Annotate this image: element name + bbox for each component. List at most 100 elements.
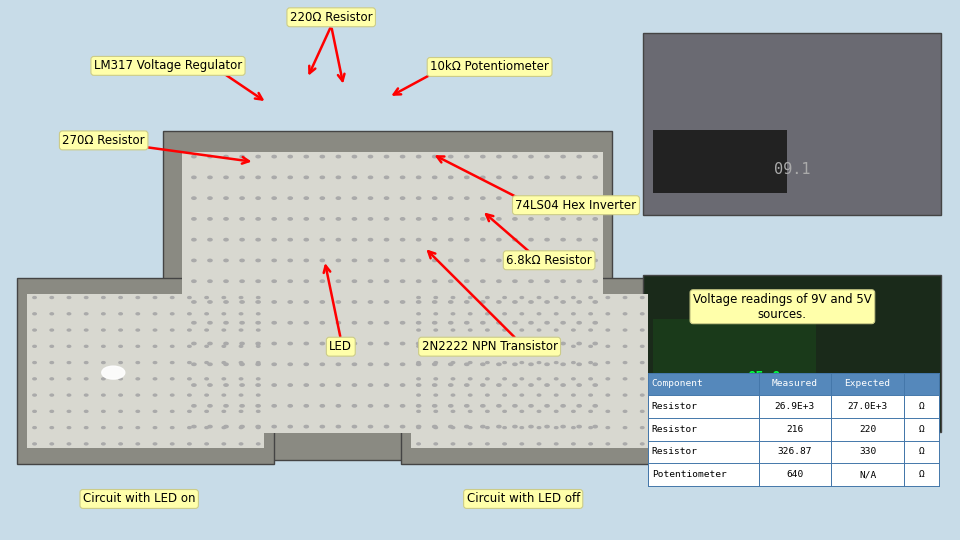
Circle shape — [593, 239, 597, 241]
Circle shape — [465, 301, 468, 303]
Circle shape — [67, 378, 71, 380]
Circle shape — [272, 218, 276, 220]
Circle shape — [192, 363, 196, 366]
Circle shape — [561, 342, 565, 345]
Circle shape — [304, 259, 308, 262]
Circle shape — [433, 342, 437, 345]
Circle shape — [204, 394, 208, 396]
Circle shape — [529, 342, 533, 345]
Circle shape — [448, 259, 453, 262]
Circle shape — [448, 197, 453, 199]
Circle shape — [352, 176, 356, 179]
Circle shape — [222, 443, 226, 445]
Circle shape — [336, 384, 341, 386]
Bar — [648, 441, 939, 463]
Circle shape — [321, 176, 324, 179]
Circle shape — [577, 156, 581, 158]
Circle shape — [572, 346, 575, 347]
Circle shape — [192, 197, 196, 199]
Circle shape — [239, 313, 243, 315]
Circle shape — [119, 296, 122, 299]
Circle shape — [468, 427, 472, 429]
Circle shape — [154, 394, 156, 396]
Circle shape — [465, 259, 468, 262]
Circle shape — [304, 301, 308, 303]
Circle shape — [224, 342, 228, 345]
Circle shape — [192, 321, 196, 324]
Circle shape — [84, 443, 88, 445]
Circle shape — [513, 426, 517, 428]
Circle shape — [513, 301, 517, 303]
Circle shape — [529, 363, 533, 366]
Circle shape — [208, 342, 212, 345]
Text: Potentiometer: Potentiometer — [652, 470, 727, 479]
Circle shape — [417, 280, 420, 282]
Circle shape — [369, 259, 372, 262]
Circle shape — [577, 218, 581, 220]
Circle shape — [496, 176, 501, 179]
Circle shape — [486, 313, 489, 315]
Text: Circuit with LED on: Circuit with LED on — [83, 492, 196, 505]
Circle shape — [496, 342, 501, 345]
Circle shape — [640, 313, 644, 315]
Circle shape — [623, 329, 627, 331]
Circle shape — [434, 427, 438, 429]
Circle shape — [400, 280, 405, 282]
Text: Ω: Ω — [919, 425, 924, 434]
Circle shape — [623, 313, 627, 315]
Bar — [17, 278, 274, 464]
Circle shape — [352, 321, 356, 324]
Circle shape — [33, 296, 36, 299]
Circle shape — [84, 410, 88, 413]
Circle shape — [433, 156, 437, 158]
Circle shape — [204, 346, 208, 347]
Circle shape — [102, 394, 105, 396]
Bar — [648, 373, 939, 395]
Circle shape — [640, 296, 644, 299]
Circle shape — [222, 394, 226, 396]
Circle shape — [529, 426, 533, 428]
Circle shape — [561, 218, 565, 220]
Circle shape — [593, 301, 597, 303]
Circle shape — [352, 384, 356, 386]
Circle shape — [545, 384, 549, 386]
Circle shape — [640, 329, 644, 331]
Bar — [182, 152, 603, 433]
Circle shape — [352, 426, 356, 428]
Circle shape — [256, 363, 260, 366]
Circle shape — [33, 410, 36, 413]
Circle shape — [154, 346, 156, 347]
Circle shape — [481, 363, 485, 366]
Circle shape — [192, 404, 196, 407]
Circle shape — [417, 378, 420, 380]
Circle shape — [538, 329, 540, 331]
Circle shape — [119, 378, 122, 380]
Circle shape — [561, 197, 565, 199]
Circle shape — [545, 404, 549, 407]
Circle shape — [433, 218, 437, 220]
Circle shape — [119, 346, 122, 347]
Circle shape — [256, 239, 260, 241]
Circle shape — [520, 362, 523, 363]
Circle shape — [513, 176, 517, 179]
Circle shape — [256, 378, 260, 380]
Circle shape — [448, 426, 453, 428]
Circle shape — [593, 384, 597, 386]
Circle shape — [529, 239, 533, 241]
Text: 220: 220 — [859, 425, 876, 434]
Circle shape — [496, 156, 501, 158]
Circle shape — [192, 280, 196, 282]
Bar — [653, 130, 787, 193]
Circle shape — [434, 329, 438, 331]
Text: 6.8kΩ Resistor: 6.8kΩ Resistor — [506, 254, 592, 267]
Circle shape — [529, 156, 533, 158]
Text: 26.9E+3: 26.9E+3 — [775, 402, 815, 411]
Circle shape — [451, 313, 455, 315]
Circle shape — [188, 313, 191, 315]
Circle shape — [304, 280, 308, 282]
Circle shape — [448, 321, 453, 324]
Circle shape — [384, 301, 389, 303]
Circle shape — [136, 296, 139, 299]
Circle shape — [448, 301, 453, 303]
Circle shape — [102, 329, 105, 331]
